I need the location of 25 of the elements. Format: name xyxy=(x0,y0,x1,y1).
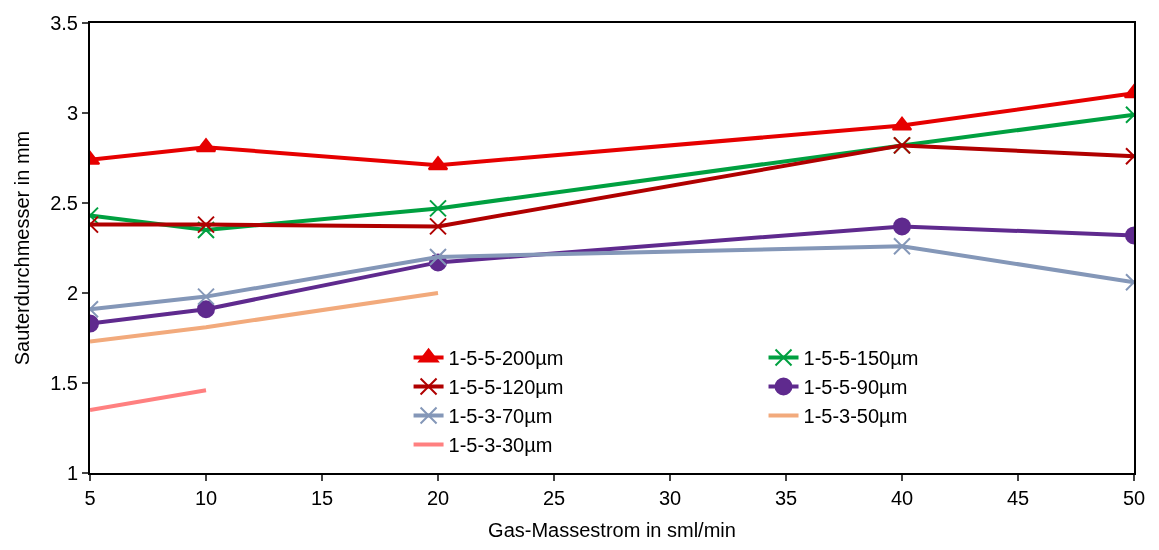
x-tick-label: 35 xyxy=(774,487,798,509)
legend-label: 1-5-5-200µm xyxy=(448,347,564,370)
legend-label: 1-5-3-30µm xyxy=(448,434,553,457)
x-tick-label: 30 xyxy=(658,487,682,509)
legend-label: 1-5-5-90µm xyxy=(803,376,908,399)
x-tick-label: 10 xyxy=(194,487,218,509)
legend-label: 1-5-5-150µm xyxy=(803,347,919,370)
x-tick-label: 25 xyxy=(542,487,566,509)
y-tick-label: 2.5 xyxy=(50,192,78,214)
y-tick-label: 3.5 xyxy=(50,12,78,34)
legend-label: 1-5-3-70µm xyxy=(448,405,553,428)
x-axis-title: Gas-Massestrom in sml/min xyxy=(488,519,736,541)
x-tick-label: 20 xyxy=(426,487,450,509)
x-tick-label: 5 xyxy=(84,487,96,509)
legend-label: 1-5-5-120µm xyxy=(448,376,564,399)
y-tick-label: 2 xyxy=(66,282,78,304)
y-tick-label: 3 xyxy=(66,102,78,124)
legend-label: 1-5-3-50µm xyxy=(803,405,908,428)
x-tick-label: 45 xyxy=(1006,487,1030,509)
x-tick-label: 15 xyxy=(310,487,334,509)
x-tick-label: 40 xyxy=(890,487,914,509)
y-tick-label: 1 xyxy=(66,462,78,484)
y-axis-title: Sauterdurchmesser in mm xyxy=(11,130,34,366)
y-tick-label: 1.5 xyxy=(50,372,78,394)
x-tick-label: 50 xyxy=(1122,487,1146,509)
